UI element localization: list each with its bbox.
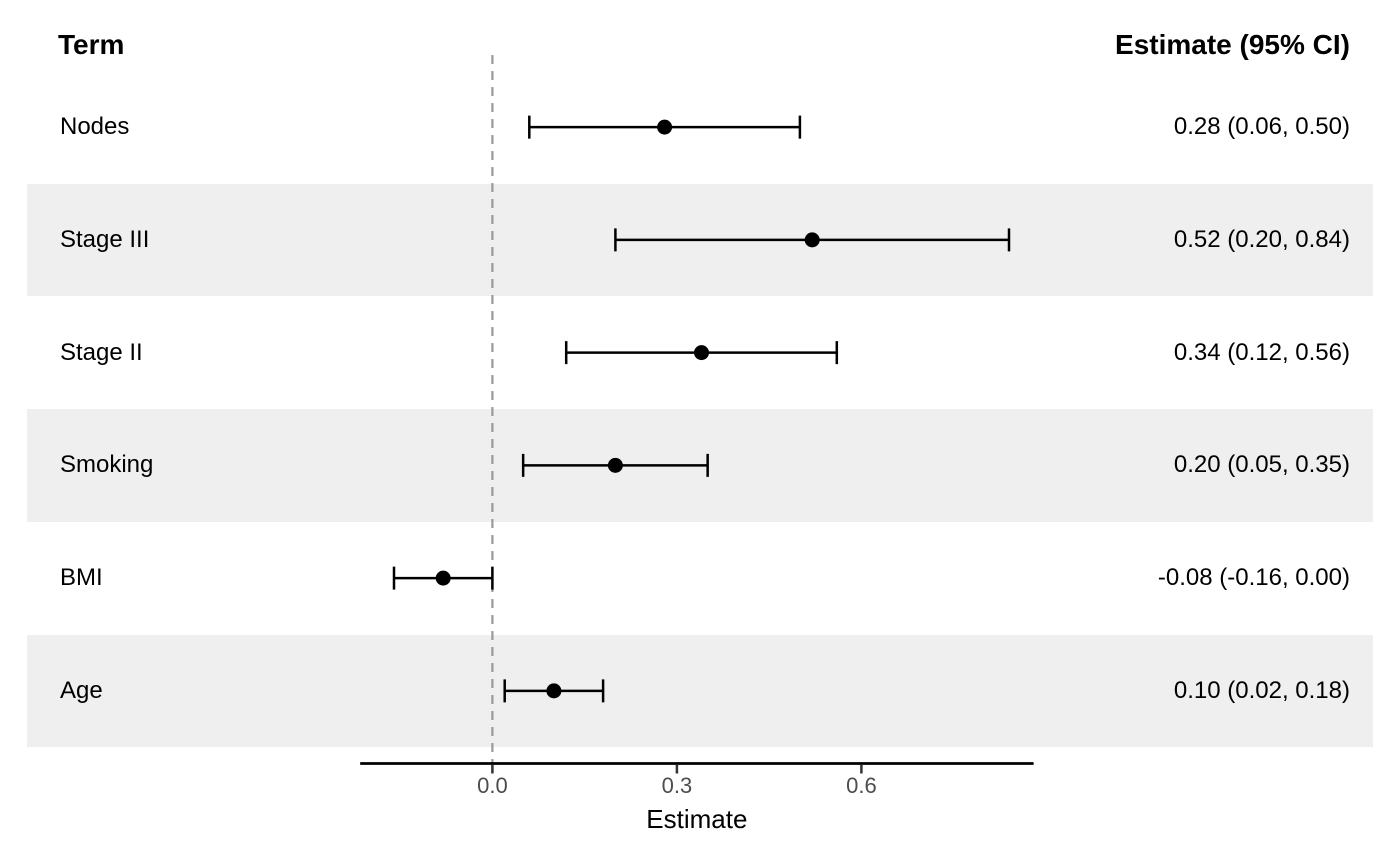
estimate-value: 0.20 (0.05, 0.35) <box>1173 451 1350 479</box>
table-row: Age 0.10 (0.02, 0.18) <box>27 634 1373 748</box>
term-label: Age <box>60 676 103 704</box>
x-tick-label: 0.6 <box>846 773 877 798</box>
table-row: BMI -0.08 (-0.16, 0.00) <box>27 521 1373 635</box>
term-label: Smoking <box>60 451 154 479</box>
table-row: Stage III 0.52 (0.20, 0.84) <box>27 183 1373 297</box>
estimate-value: 0.10 (0.02, 0.18) <box>1173 676 1350 704</box>
estimate-value: 0.34 (0.12, 0.56) <box>1173 338 1350 366</box>
term-column-header: Term <box>58 29 125 60</box>
estimate-column-header: Estimate (95% CI) <box>1115 29 1350 60</box>
table-row: Stage II 0.34 (0.12, 0.56) <box>27 296 1373 409</box>
term-label: Stage III <box>60 225 150 253</box>
x-tick-label: 0.0 <box>477 773 508 798</box>
table-row: Nodes 0.28 (0.06, 0.50) <box>27 70 1373 184</box>
term-label: BMI <box>60 564 103 592</box>
estimate-value: 0.52 (0.20, 0.84) <box>1173 225 1350 253</box>
table-row: Smoking 0.20 (0.05, 0.35) <box>27 409 1373 522</box>
term-label: Stage II <box>60 338 143 366</box>
estimate-value: 0.28 (0.06, 0.50) <box>1173 113 1350 141</box>
estimate-value: -0.08 (-0.16, 0.00) <box>1157 564 1350 592</box>
x-axis-title: Estimate <box>646 804 748 834</box>
x-tick-label: 0.3 <box>661 773 693 798</box>
term-label: Nodes <box>60 113 130 141</box>
